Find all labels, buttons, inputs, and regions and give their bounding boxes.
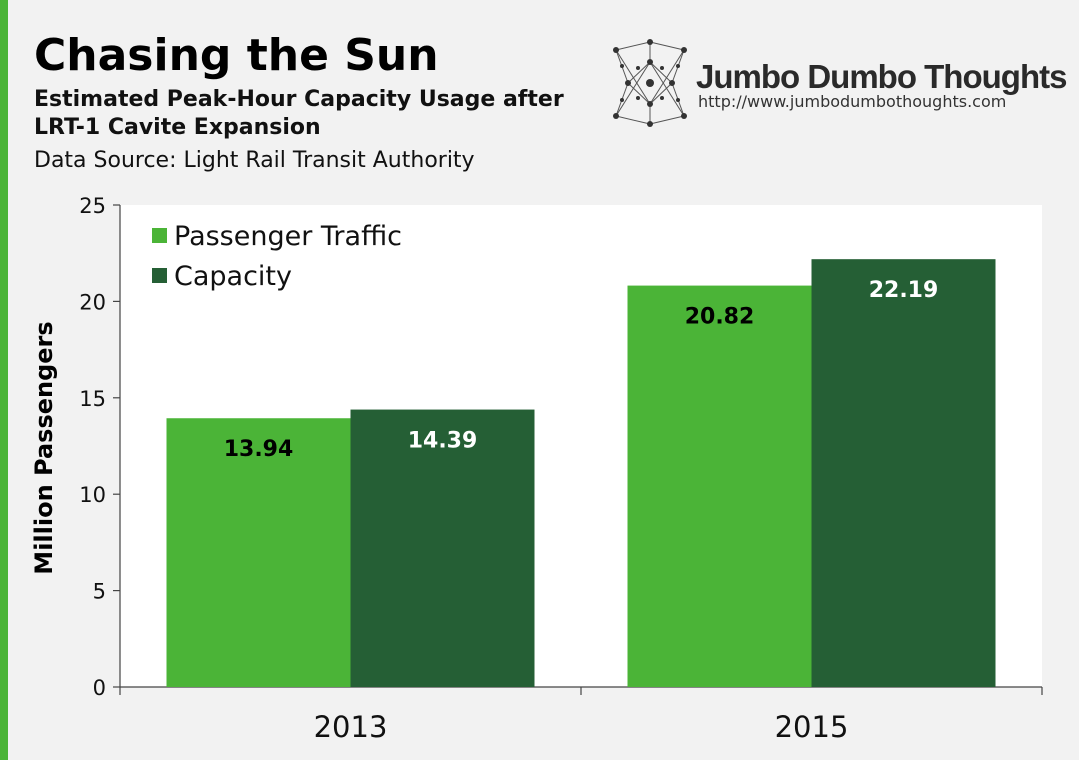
x-tick-label: 2013 bbox=[314, 710, 388, 744]
y-axis-label: Million Passengers bbox=[30, 321, 58, 574]
y-tick-label: 5 bbox=[93, 580, 106, 604]
brand-logo-icon bbox=[613, 39, 687, 127]
x-tick-label: 2015 bbox=[775, 710, 849, 744]
y-tick-label: 20 bbox=[79, 290, 106, 314]
data-source: Data Source: Light Rail Transit Authorit… bbox=[34, 148, 475, 173]
legend-swatch bbox=[152, 228, 167, 243]
bar bbox=[811, 259, 996, 687]
y-tick-label: 15 bbox=[79, 387, 106, 411]
bar bbox=[627, 285, 812, 687]
bar bbox=[350, 409, 535, 687]
data-label: 20.82 bbox=[685, 305, 755, 330]
legend-swatch bbox=[152, 268, 167, 283]
y-tick-label: 25 bbox=[79, 194, 106, 218]
legend-label: Capacity bbox=[174, 261, 292, 292]
data-label: 13.94 bbox=[224, 437, 294, 462]
data-label: 22.19 bbox=[869, 278, 939, 303]
chart-title: Chasing the Sun bbox=[34, 30, 439, 81]
brand-url[interactable]: http://www.jumbodumbothoughts.com bbox=[698, 92, 1007, 111]
brand-name: Jumbo Dumbo Thoughts bbox=[696, 58, 1067, 95]
y-tick-label: 10 bbox=[79, 483, 106, 507]
y-tick-label: 0 bbox=[93, 676, 106, 700]
chart-subtitle: Estimated Peak-Hour Capacity Usage after… bbox=[34, 87, 564, 140]
legend-label: Passenger Traffic bbox=[174, 221, 402, 252]
accent-stripe bbox=[0, 0, 8, 760]
bar bbox=[166, 418, 351, 687]
header: Chasing the Sun Estimated Peak-Hour Capa… bbox=[34, 30, 594, 176]
data-label: 14.39 bbox=[408, 429, 478, 454]
